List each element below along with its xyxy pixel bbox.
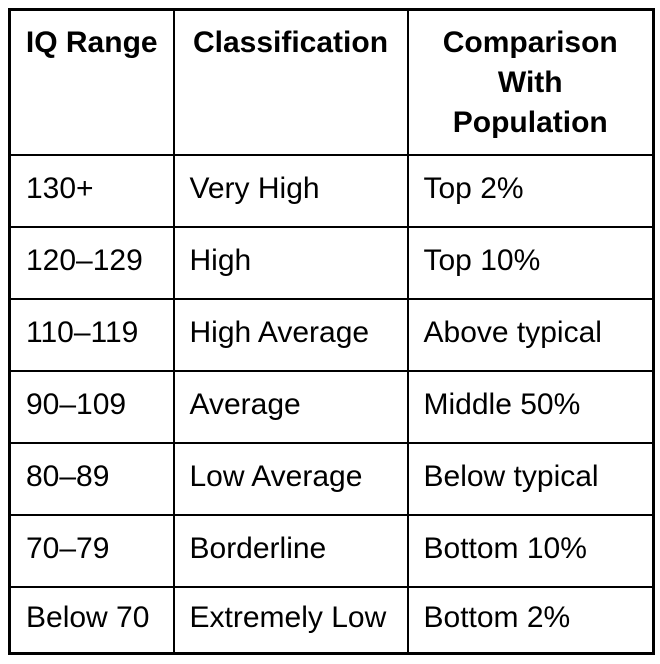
cell-classification: Extremely Low [172,585,409,655]
cell-comparison: Below typical [406,441,655,516]
table-row: 110–119 High Average Above typical [8,297,655,372]
cell-classification: Low Average [172,441,409,516]
cell-iq-range: Below 70 [8,585,175,655]
cell-iq-range: 120–129 [8,225,175,300]
cell-comparison: Above typical [406,297,655,372]
header-row: IQ Range Classification Comparison With … [8,8,655,156]
table-row: 80–89 Low Average Below typical [8,441,655,516]
cell-iq-range: 110–119 [8,297,175,372]
table-row: 90–109 Average Middle 50% [8,369,655,444]
cell-classification: High Average [172,297,409,372]
cell-classification: High [172,225,409,300]
cell-iq-range: 70–79 [8,513,175,588]
cell-iq-range: 130+ [8,153,175,228]
cell-comparison: Middle 50% [406,369,655,444]
cell-comparison: Top 10% [406,225,655,300]
table-row: 70–79 Borderline Bottom 10% [8,513,655,588]
header-iq-range: IQ Range [8,8,175,156]
table-row: 120–129 High Top 10% [8,225,655,300]
cell-comparison: Top 2% [406,153,655,228]
cell-comparison: Bottom 2% [406,585,655,655]
header-comparison-with-population: Comparison With Population [406,8,655,156]
cell-iq-range: 80–89 [8,441,175,516]
table-row: Below 70 Extremely Low Bottom 2% [8,585,655,655]
header-classification: Classification [172,8,409,156]
cell-classification: Average [172,369,409,444]
cell-iq-range: 90–109 [8,369,175,444]
table-row: 130+ Very High Top 2% [8,153,655,228]
cell-comparison: Bottom 10% [406,513,655,588]
cell-classification: Borderline [172,513,409,588]
cell-classification: Very High [172,153,409,228]
iq-classification-table: IQ Range Classification Comparison With … [8,8,655,655]
